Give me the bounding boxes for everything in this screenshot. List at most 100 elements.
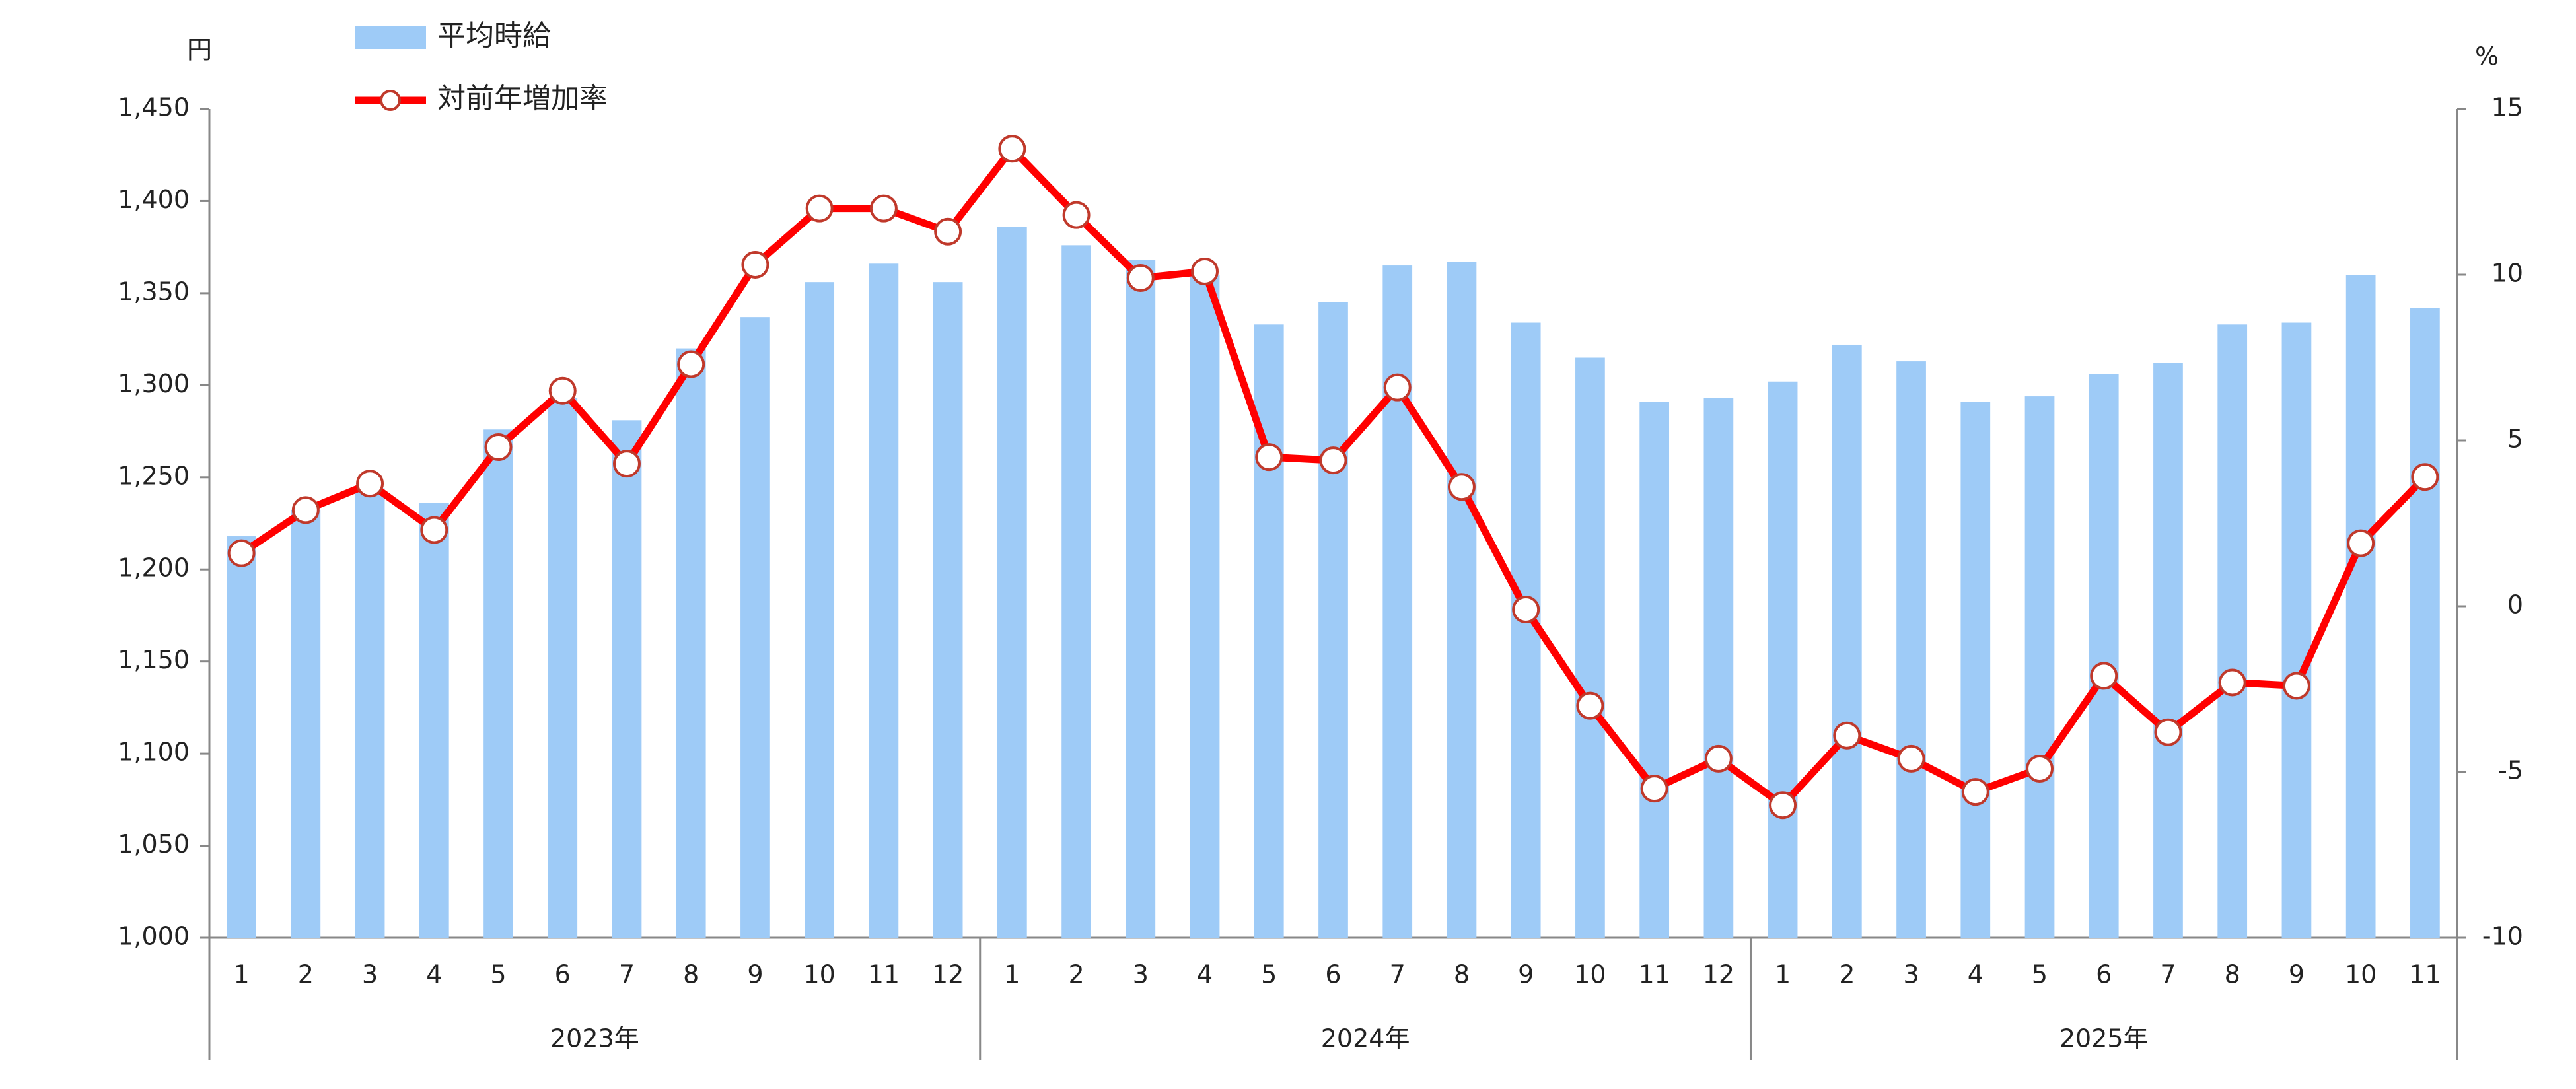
bar bbox=[2281, 322, 2312, 938]
bar bbox=[1126, 260, 1156, 938]
year-label: 2025年 bbox=[2059, 1024, 2149, 1053]
line-marker bbox=[484, 433, 513, 462]
line-marker bbox=[805, 194, 834, 223]
bar bbox=[2345, 275, 2376, 938]
line-marker bbox=[2347, 529, 2375, 557]
x-tick-label: 11 bbox=[1638, 960, 1670, 989]
bar bbox=[676, 348, 706, 938]
line-marker bbox=[1255, 443, 1283, 472]
year-label: 2024年 bbox=[1321, 1024, 1410, 1053]
y-tick-label: 1,250 bbox=[118, 461, 190, 490]
line-marker bbox=[2411, 463, 2439, 491]
x-tick-label: 4 bbox=[426, 960, 442, 989]
legend-label: 対前年増加率 bbox=[437, 83, 608, 116]
bar bbox=[740, 317, 770, 938]
line-marker bbox=[1576, 691, 1604, 720]
bar bbox=[2410, 308, 2440, 938]
x-tick-label: 3 bbox=[362, 960, 378, 989]
line-marker bbox=[1640, 775, 1668, 803]
x-tick-label: 7 bbox=[1390, 960, 1406, 989]
x-tick-label: 3 bbox=[1903, 960, 1919, 989]
bar bbox=[1960, 402, 1991, 938]
line-marker bbox=[2154, 718, 2182, 746]
bar bbox=[291, 510, 321, 938]
bar bbox=[805, 282, 835, 938]
line-marker bbox=[1126, 264, 1155, 293]
bar bbox=[933, 282, 963, 938]
bar bbox=[1382, 265, 1413, 938]
bar bbox=[1768, 381, 1798, 938]
line-marker bbox=[2090, 662, 2118, 690]
line-marker bbox=[1512, 596, 1540, 624]
y-axis-label: 円 bbox=[187, 36, 212, 65]
y-tick-label: 1,000 bbox=[118, 922, 190, 951]
year-label: 2023年 bbox=[550, 1024, 639, 1053]
line-marker bbox=[1447, 473, 1476, 501]
y2-tick-label: 15 bbox=[2491, 93, 2523, 122]
y2-tick-label: -10 bbox=[2482, 922, 2523, 951]
bar bbox=[1703, 398, 1734, 938]
bar bbox=[2153, 363, 2183, 938]
x-tick-label: 9 bbox=[2289, 960, 2305, 989]
y-tick-label: 1,100 bbox=[118, 738, 190, 767]
bar bbox=[227, 536, 256, 938]
bar bbox=[2024, 396, 2055, 938]
line-marker bbox=[1704, 744, 1733, 773]
line-marker bbox=[1383, 373, 1412, 402]
x-tick-label: 8 bbox=[1454, 960, 1470, 989]
x-tick-label: 5 bbox=[2032, 960, 2048, 989]
y2-tick-label: 5 bbox=[2507, 425, 2523, 454]
bar bbox=[2089, 374, 2119, 938]
line-marker bbox=[1961, 778, 1989, 806]
x-tick-label: 2 bbox=[298, 960, 314, 989]
y-tick-label: 1,200 bbox=[118, 553, 190, 582]
x-tick-label: 6 bbox=[555, 960, 571, 989]
bar bbox=[548, 398, 578, 938]
x-tick-label: 7 bbox=[2160, 960, 2176, 989]
bar bbox=[1447, 262, 1477, 938]
x-tick-label: 8 bbox=[683, 960, 699, 989]
x-tick-label: 6 bbox=[1325, 960, 1341, 989]
line-marker bbox=[612, 450, 641, 478]
bar bbox=[997, 227, 1027, 938]
bar bbox=[1896, 361, 1926, 938]
x-tick-label: 3 bbox=[1133, 960, 1149, 989]
line-marker bbox=[420, 516, 448, 544]
line-marker bbox=[1769, 791, 1797, 820]
bar bbox=[869, 263, 899, 938]
line-marker bbox=[291, 496, 320, 524]
x-tick-label: 2 bbox=[1839, 960, 1855, 989]
x-tick-label: 1 bbox=[234, 960, 250, 989]
line-marker bbox=[869, 194, 898, 223]
line-marker bbox=[1062, 201, 1091, 229]
x-tick-label: 10 bbox=[803, 960, 835, 989]
y-tick-label: 1,150 bbox=[118, 645, 190, 674]
y2-tick-label: -5 bbox=[2498, 756, 2523, 785]
line-marker bbox=[227, 539, 256, 567]
line-marker bbox=[2026, 754, 2054, 783]
bar bbox=[355, 488, 385, 938]
x-tick-label: 11 bbox=[2409, 960, 2441, 989]
y-tick-label: 1,450 bbox=[118, 93, 190, 122]
y-tick-label: 1,300 bbox=[118, 369, 190, 398]
bar bbox=[2217, 324, 2248, 938]
bar bbox=[1832, 344, 1862, 938]
line-marker bbox=[1897, 744, 1925, 773]
legend-label: 平均時給 bbox=[437, 20, 551, 53]
x-tick-label: 1 bbox=[1004, 960, 1020, 989]
line-marker bbox=[2218, 668, 2246, 697]
y-tick-label: 1,050 bbox=[118, 829, 190, 859]
bar bbox=[1318, 302, 1348, 938]
y2-axis-label: % bbox=[2475, 42, 2499, 71]
bar bbox=[1061, 245, 1091, 938]
line-marker bbox=[2282, 672, 2310, 700]
legend-swatch bbox=[355, 26, 426, 49]
bar bbox=[419, 503, 449, 938]
line-marker bbox=[677, 350, 705, 378]
x-tick-label: 9 bbox=[747, 960, 763, 989]
x-tick-label: 9 bbox=[1518, 960, 1534, 989]
x-tick-label: 10 bbox=[2345, 960, 2377, 989]
bar bbox=[612, 420, 642, 938]
